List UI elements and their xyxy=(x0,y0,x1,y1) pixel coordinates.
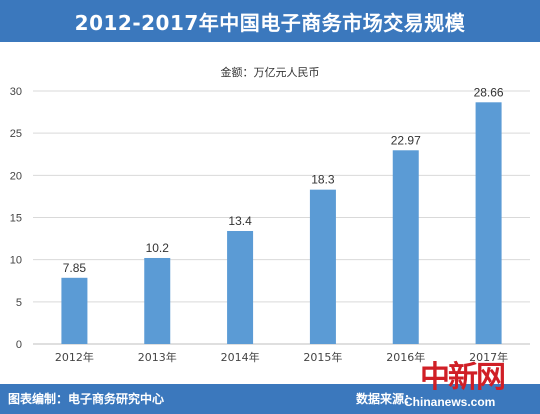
y-tick-label: 15 xyxy=(10,213,22,225)
data-label: 10.2 xyxy=(146,241,170,255)
x-tick-label: 2017年 xyxy=(469,350,508,364)
data-label: 28.66 xyxy=(474,85,504,99)
footer-source: 数据来源： xyxy=(356,392,417,406)
chart-title: 2012-2017年中国电子商务市场交易规模 xyxy=(74,10,466,35)
bar xyxy=(61,277,88,344)
bar xyxy=(475,102,502,345)
footer-compiler: 图表编制：电子商务研究中心 xyxy=(8,392,165,406)
bar-chart: 0 5 10 15 20 25 30 7.85 2012年 10.2 2013年 13.4 2014年 1… xyxy=(10,85,530,364)
y-tick-label: 20 xyxy=(10,170,22,182)
y-tick-label: 10 xyxy=(10,255,22,267)
x-tick-label: 2016年 xyxy=(386,350,425,364)
data-label: 18.3 xyxy=(311,173,335,187)
data-label: 7.85 xyxy=(63,261,87,275)
bar xyxy=(144,257,171,344)
bar xyxy=(392,150,419,344)
bar xyxy=(227,230,254,344)
chart-header: 2012-2017年中国电子商务市场交易规模 xyxy=(0,0,540,42)
watermark-site: Chinanews.com xyxy=(404,395,496,409)
x-tick-label: 2014年 xyxy=(221,350,260,364)
y-tick-label: 0 xyxy=(16,339,22,351)
x-tick-label: 2013年 xyxy=(138,350,177,364)
x-tick-label: 2015年 xyxy=(303,350,342,364)
bar xyxy=(309,189,336,344)
chart-footer: 图表编制：电子商务研究中心 数据来源： xyxy=(0,384,540,414)
chart-subtitle: 金额：万亿元人民币 xyxy=(220,66,320,79)
y-tick-label: 30 xyxy=(10,86,22,98)
data-label: 22.97 xyxy=(391,133,421,147)
data-label: 13.4 xyxy=(228,214,252,228)
y-tick-label: 5 xyxy=(16,297,22,309)
y-tick-label: 25 xyxy=(10,128,22,140)
x-tick-label: 2012年 xyxy=(55,350,94,364)
watermark-logo: 中新网 xyxy=(420,360,506,395)
